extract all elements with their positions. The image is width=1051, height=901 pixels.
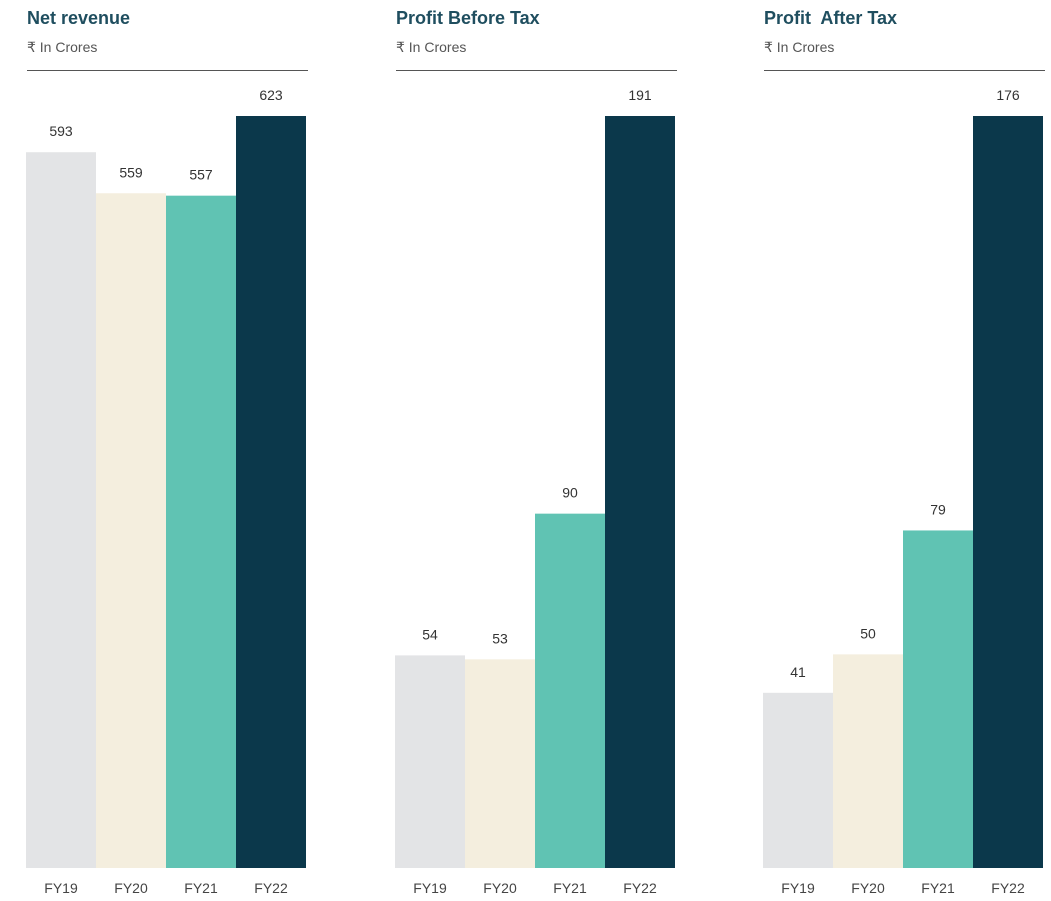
value-label-fy21: 79 [930,501,946,517]
chart-unit-label: ₹ In Crores [764,39,835,55]
chart-title: Profit After Tax [764,8,898,28]
bar-fy22 [605,116,675,868]
chart-divider [764,70,1045,71]
net-revenue-plot: 593 FY19 559 FY20 557 FY21 623 FY22 [26,87,306,896]
category-label-fy19: FY19 [44,880,78,896]
chart-divider [396,70,677,71]
category-label-fy21: FY21 [553,880,587,896]
chart-title: Net revenue [27,8,131,28]
chart-unit-label: ₹ In Crores [27,39,98,55]
value-label-fy20: 559 [119,164,143,180]
value-label-fy19: 41 [790,664,806,680]
value-label-fy22: 191 [628,87,652,103]
value-label-fy21: 557 [189,167,213,183]
category-label-fy19: FY19 [413,880,447,896]
value-label-fy21: 90 [562,485,578,501]
category-label-fy20: FY20 [851,880,885,896]
value-label-fy19: 54 [422,626,438,642]
category-label-fy22: FY22 [991,880,1025,896]
bar-fy19 [763,692,833,868]
chart-divider [27,70,308,71]
profit-before-tax-plot: 54 FY19 53 FY20 90 FY21 191 FY22 [395,87,675,896]
bar-fy20 [465,659,535,868]
profit-after-tax-chart: Profit After Tax ₹ In Crores 41 FY19 50 FY2… [762,0,1051,901]
bar-fy19 [26,152,96,868]
bar-fy21 [166,195,236,868]
chart-title: Profit Before Tax [396,8,540,28]
value-label-fy19: 593 [49,123,73,139]
bar-fy20 [96,193,166,868]
bar-fy19 [395,655,465,868]
bar-fy21 [535,513,605,868]
category-label-fy21: FY21 [184,880,218,896]
bar-fy22 [236,116,306,868]
bar-fy21 [903,530,973,868]
bar-fy22 [973,116,1043,868]
category-label-fy22: FY22 [254,880,288,896]
bar-fy20 [833,654,903,868]
category-label-fy20: FY20 [483,880,517,896]
profit-after-tax-plot: 41 FY19 50 FY20 79 FY21 176 FY22 [763,87,1043,896]
category-label-fy22: FY22 [623,880,657,896]
category-label-fy19: FY19 [781,880,815,896]
value-label-fy20: 53 [492,630,508,646]
value-label-fy22: 623 [259,87,283,103]
value-label-fy20: 50 [860,625,876,641]
profit-before-tax-chart: Profit Before Tax ₹ In Crores 54 FY19 53 FY… [394,0,684,901]
category-label-fy20: FY20 [114,880,148,896]
net-revenue-chart: Net revenue ₹ In Crores 593 FY19 559 FY20 55… [25,0,315,901]
value-label-fy22: 176 [996,87,1020,103]
category-label-fy21: FY21 [921,880,955,896]
chart-unit-label: ₹ In Crores [396,39,467,55]
